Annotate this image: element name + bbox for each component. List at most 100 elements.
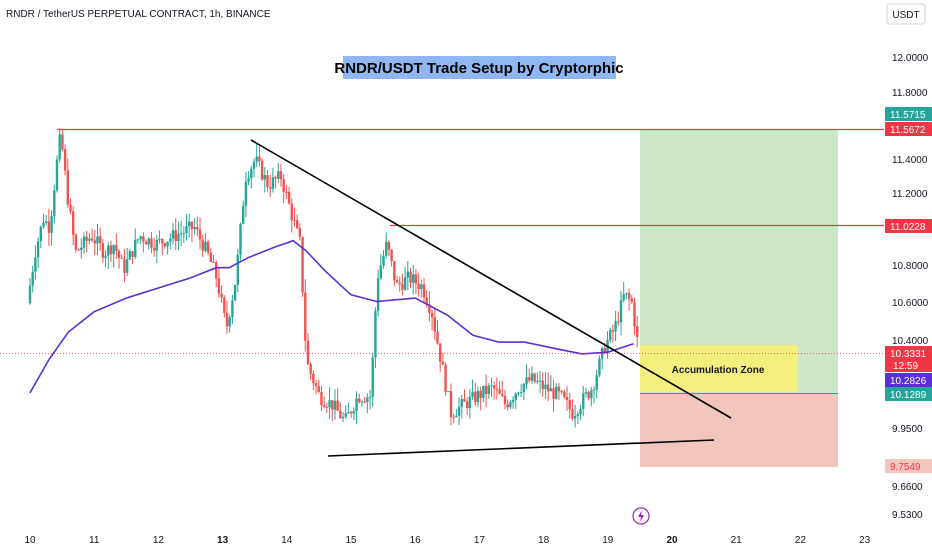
- axis-layer: 12.000011.800011.600011.400011.200011.00…: [24, 53, 932, 546]
- candle-body: [633, 301, 636, 327]
- y-tick-label: 9.6600: [892, 482, 923, 493]
- candle-body: [96, 236, 99, 244]
- candle-body: [598, 358, 601, 376]
- candle-body: [401, 284, 404, 290]
- candle-body: [198, 229, 202, 240]
- zones-layer: [640, 129, 838, 467]
- candle-body: [603, 348, 607, 353]
- candle-body: [144, 241, 148, 245]
- candle-body: [161, 239, 164, 244]
- candle-body: [425, 297, 428, 305]
- candle-body: [247, 178, 250, 182]
- price-label-box: [885, 459, 932, 473]
- candle-body: [595, 375, 598, 390]
- candle-body: [287, 192, 291, 204]
- candle-body: [255, 156, 258, 162]
- candle-body: [573, 415, 577, 419]
- candle-body: [314, 383, 318, 387]
- lines-layer: [0, 128, 884, 457]
- y-tick-label: 10.8000: [892, 261, 929, 272]
- candle-body: [42, 222, 45, 227]
- candle-body: [552, 388, 555, 399]
- candle-body: [455, 415, 458, 418]
- candle-body: [131, 251, 134, 257]
- loss-zone: [640, 394, 838, 467]
- candle-body: [358, 398, 361, 403]
- price-label-text: 10.2826: [890, 376, 927, 387]
- y-tick-label: 12.0000: [892, 53, 929, 64]
- candle-body: [136, 239, 140, 241]
- candle-body: [382, 255, 385, 266]
- candle-body: [352, 410, 356, 414]
- candle-body: [107, 245, 110, 256]
- chart-title: RNDR/USDT Trade Setup by Cryptorphic: [334, 60, 623, 77]
- candle-body: [557, 386, 561, 392]
- x-tick-label: 22: [795, 535, 807, 546]
- overlay-layer: RNDR/USDT Trade Setup by Cryptorphic Acc…: [334, 56, 765, 525]
- x-tick-label: 16: [410, 535, 422, 546]
- candle-body: [441, 361, 445, 365]
- candle-body: [71, 211, 75, 235]
- candle-body: [104, 255, 107, 258]
- countdown-box: [885, 359, 932, 372]
- candle-body: [69, 204, 72, 212]
- candle-body: [333, 400, 337, 410]
- candle-body: [506, 404, 509, 408]
- candle-body: [220, 293, 223, 298]
- candle-body: [50, 216, 53, 233]
- candle-body: [611, 330, 615, 332]
- currency-badge-bg[interactable]: [886, 3, 926, 25]
- candle-body: [366, 397, 369, 403]
- candle-body: [182, 233, 186, 235]
- candle-body: [201, 239, 204, 251]
- candle-body: [304, 292, 307, 341]
- candle-body: [436, 331, 439, 344]
- candle-body: [428, 304, 431, 313]
- candle-body: [371, 357, 374, 397]
- countdown-text: 12:59: [893, 361, 918, 372]
- candle-body: [484, 385, 488, 395]
- candle-body: [295, 220, 299, 229]
- candle-body: [514, 393, 517, 400]
- price-label-box: [885, 219, 932, 233]
- candle-body: [252, 161, 256, 169]
- candle-body: [422, 284, 426, 298]
- candle-body: [576, 414, 580, 416]
- accumulation-zone-label: Accumulation Zone: [672, 365, 765, 376]
- x-tick-label: 18: [538, 535, 550, 546]
- candle-body: [47, 221, 51, 233]
- candle-body: [433, 317, 437, 332]
- candle-body: [279, 171, 283, 180]
- x-tick-label: 13: [217, 535, 229, 546]
- currency-badge[interactable]: USDT: [892, 10, 919, 21]
- candle-body: [325, 406, 329, 408]
- candle-body: [592, 389, 596, 391]
- symbol-line: RNDR / TetherUS PERPETUAL CONTRACT, 1h, …: [6, 9, 271, 20]
- candle-body: [536, 381, 539, 383]
- candle-body: [492, 385, 496, 389]
- candle-body: [430, 312, 434, 318]
- candle-body: [117, 251, 121, 258]
- x-tick-label: 19: [602, 535, 614, 546]
- candle-body: [28, 285, 32, 304]
- price-label-box: [885, 387, 932, 401]
- candle-body: [349, 412, 353, 414]
- candle-body: [452, 417, 455, 419]
- candle-body: [457, 406, 461, 416]
- candle-body: [341, 416, 345, 419]
- candle-body: [306, 340, 310, 365]
- candle-body: [231, 300, 234, 318]
- candle-body: [625, 293, 628, 295]
- candle-body: [447, 391, 450, 393]
- candle-body: [579, 408, 582, 415]
- candle-body: [74, 234, 78, 250]
- candle-body: [139, 236, 142, 240]
- candle-body: [533, 373, 536, 382]
- candle-body: [490, 385, 493, 387]
- y-tick-label: 11.2000: [892, 189, 928, 200]
- x-tick-label: 12: [153, 535, 165, 546]
- x-tick-label: 10: [24, 535, 36, 546]
- candle-body: [495, 388, 499, 390]
